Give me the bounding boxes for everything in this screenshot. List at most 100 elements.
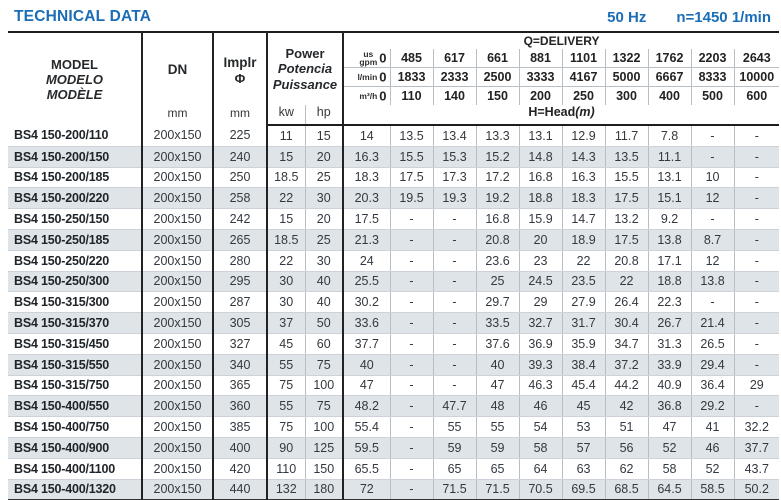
model-cell: BS4 150-315/750 — [8, 375, 143, 397]
head-value-cell: 23 — [519, 250, 563, 272]
head-value-cell: 26.4 — [605, 291, 649, 314]
head-value-cell: 25.5 — [343, 271, 391, 293]
delivery-value: 2643 — [734, 49, 780, 68]
model-cell: BS4 150-315/300 — [8, 291, 143, 314]
head-value-cell: 50.2 — [734, 479, 780, 500]
head-value-cell: 47 — [476, 375, 520, 397]
head-value-cell: 22 — [605, 271, 649, 293]
delivery-value: 500 — [691, 86, 735, 105]
delivery-value: 2203 — [691, 49, 735, 68]
impeller-cell: 365 — [213, 375, 268, 397]
delivery-value: 1833 — [390, 67, 434, 87]
title-bar: TECHNICAL DATA 50 Hz n=1450 1/min — [14, 5, 771, 29]
model-cell: BS4 150-400/550 — [8, 395, 143, 418]
head-value-cell: 13.5 — [390, 125, 434, 147]
head-value-cell: 52 — [648, 437, 692, 459]
kw-cell: 30 — [267, 291, 306, 314]
table-row: BS4 150-250/220 200x150 280 22 30 24- -23.6 23 2… — [8, 250, 780, 272]
head-value-cell: - — [390, 250, 434, 272]
head-value-cell: 33.9 — [648, 354, 692, 376]
head-value-cell: 72 — [343, 479, 391, 500]
head-value-cell: 53 — [562, 416, 606, 438]
head-value-cell: - — [734, 333, 780, 355]
head-value-cell: 13.4 — [433, 125, 477, 147]
head-value-cell: 43.7 — [734, 458, 780, 480]
head-value-cell: 15.5 — [390, 146, 434, 168]
kw-cell: 75 — [267, 416, 306, 438]
head-value-cell: 19.5 — [390, 187, 434, 210]
hp-cell: 150 — [305, 458, 345, 480]
dn-cell: 200x150 — [142, 208, 214, 230]
hp-cell: 50 — [305, 312, 345, 334]
head-value-cell: 22.3 — [648, 291, 692, 314]
delivery-unit-label: us gpm 0 — [343, 49, 391, 68]
potencia-label: Potencia — [277, 61, 333, 77]
head-value-cell: 12.9 — [562, 125, 606, 147]
kw-cell: 22 — [267, 187, 306, 210]
head-value-cell: 13.8 — [691, 271, 735, 293]
model-cell: BS4 150-400/900 — [8, 437, 143, 459]
kw-cell: 15 — [267, 208, 306, 230]
impeller-cell: 280 — [213, 250, 268, 272]
head-value-cell: 46 — [519, 395, 563, 418]
head-value-cell: 62 — [605, 458, 649, 480]
head-value-cell: - — [390, 416, 434, 438]
delivery-value: 10000 — [734, 67, 780, 87]
spec-labels: 50 Hz n=1450 1/min — [607, 9, 771, 26]
head-value-cell: 33.6 — [343, 312, 391, 334]
head-value-cell: 46.3 — [519, 375, 563, 397]
head-value-cell: 64.5 — [648, 479, 692, 500]
head-value-cell: 24.5 — [519, 271, 563, 293]
kw-cell: 90 — [267, 437, 306, 459]
impeller-cell: 305 — [213, 312, 268, 334]
model-cell: BS4 150-250/150 — [8, 208, 143, 230]
head-value-cell: 14 — [343, 125, 391, 147]
delivery-value: 250 — [562, 86, 606, 105]
dn-cell: 200x150 — [142, 479, 214, 500]
hp-cell: 40 — [305, 291, 345, 314]
head-value-cell: 55.4 — [343, 416, 391, 438]
head-value-cell: 65 — [433, 458, 477, 480]
model-cell: BS4 150-200/150 — [8, 146, 143, 168]
head-value-cell: 27.9 — [562, 291, 606, 314]
head-value-cell: 12 — [691, 250, 735, 272]
head-value-cell: 45.4 — [562, 375, 606, 397]
head-value-cell: 16.3 — [562, 167, 606, 189]
head-value-cell: 21.3 — [343, 229, 391, 251]
col-header-model: MODEL MODELO MODÈLE — [8, 32, 143, 125]
head-value-cell: 17.5 — [605, 187, 649, 210]
delivery-value: 485 — [390, 49, 434, 68]
model-cell: BS4 150-250/220 — [8, 250, 143, 272]
head-value-cell: 15.9 — [519, 208, 563, 230]
delivery-value: 661 — [476, 49, 520, 68]
kw-cell: 11 — [267, 125, 306, 147]
hp-cell: 30 — [305, 250, 345, 272]
head-value-cell: 34.7 — [605, 333, 649, 355]
head-value-cell: - — [734, 395, 780, 418]
head-value-cell: 23.5 — [562, 271, 606, 293]
delivery-value: 6667 — [648, 67, 692, 87]
impeller-cell: 420 — [213, 458, 268, 480]
head-value-cell: 13.3 — [476, 125, 520, 147]
head-value-cell: - — [691, 125, 735, 147]
table-row: BS4 150-250/150 200x150 242 15 20 17.5- -16.8 1… — [8, 208, 780, 230]
table-row: BS4 150-400/550 200x150 360 55 75 48.2-47.7 48… — [8, 395, 780, 418]
impeller-cell: 250 — [213, 167, 268, 189]
head-value-cell: 26.7 — [648, 312, 692, 334]
head-value-cell: 24 — [343, 250, 391, 272]
delivery-value: 110 — [390, 86, 434, 105]
head-value-cell: 7.8 — [648, 125, 692, 147]
head-value-cell: 56 — [605, 437, 649, 459]
delivery-value: 600 — [734, 86, 780, 105]
head-value-cell: 35.9 — [562, 333, 606, 355]
dn-cell: 200x150 — [142, 416, 214, 438]
table-row: BS4 150-400/1320 200x150 440 132 180 72-71.5 7… — [8, 479, 780, 500]
model-cell: BS4 150-200/185 — [8, 167, 143, 189]
hp-cell: 125 — [305, 437, 345, 459]
head-value-cell: 16.3 — [343, 146, 391, 168]
head-value-cell: 68.5 — [605, 479, 649, 500]
head-value-cell: 20.8 — [476, 229, 520, 251]
head-value-cell: 8.7 — [691, 229, 735, 251]
hp-cell: 20 — [305, 208, 345, 230]
